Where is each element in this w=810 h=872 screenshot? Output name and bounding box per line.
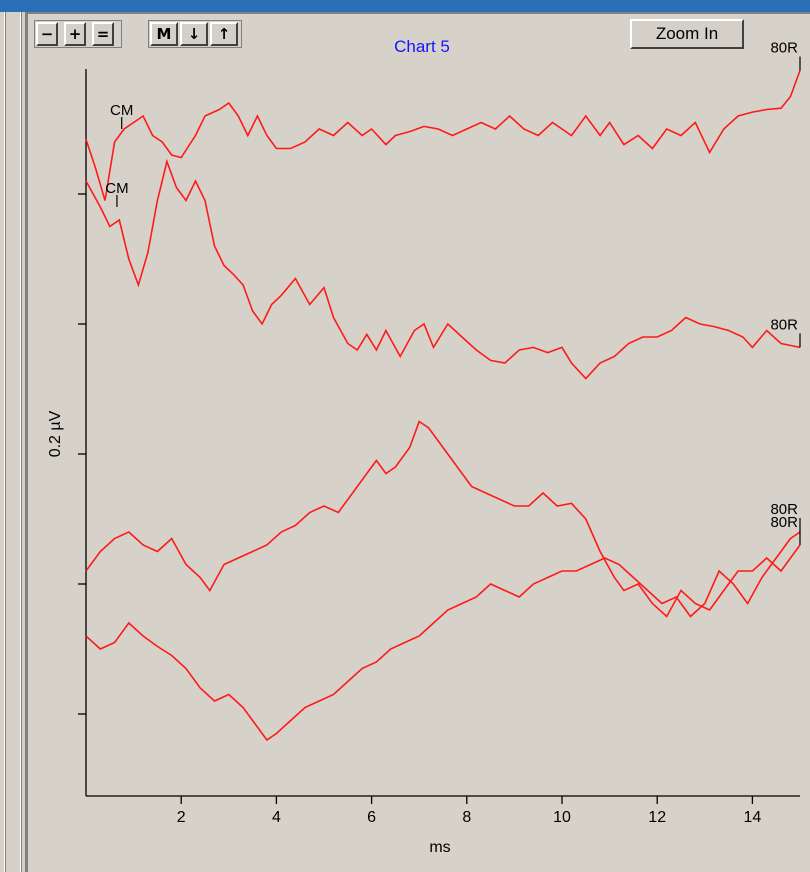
x-tick-label: 4 xyxy=(272,809,281,826)
zoom-in-button[interactable]: Zoom In xyxy=(630,19,744,49)
equals-button[interactable]: = xyxy=(92,22,114,46)
x-tick-label: 8 xyxy=(462,809,471,826)
y-axis-label: 0.2 µV xyxy=(47,410,64,457)
x-tick-label: 2 xyxy=(177,809,186,826)
marker-group: CM CM xyxy=(105,102,133,207)
trace-line-3 xyxy=(85,420,801,618)
cm-marker-label: CM xyxy=(110,102,133,119)
x-tick-label: 12 xyxy=(648,809,666,826)
trace-line-1 xyxy=(85,70,801,201)
x-axis-ticks: 2 4 6 8 10 12 14 xyxy=(177,796,762,826)
x-tick-label: 6 xyxy=(367,809,376,826)
minus-button[interactable]: − xyxy=(36,22,58,46)
chart-title: Chart 5 xyxy=(394,37,450,56)
down-arrow-button[interactable]: ↓ xyxy=(180,22,208,46)
plus-button[interactable]: + xyxy=(64,22,86,46)
series-label-2: 80R xyxy=(770,316,798,333)
trace-line-4 xyxy=(85,531,801,742)
x-tick-label: 10 xyxy=(553,809,571,826)
mark-button[interactable]: M xyxy=(150,22,178,46)
up-arrow-button[interactable]: ↑ xyxy=(210,22,238,46)
zoom-step-group xyxy=(34,20,122,48)
cm-marker-label: CM xyxy=(105,180,128,197)
trace-group xyxy=(85,70,801,742)
chart-canvas: Chart 5 2 4 6 8 10 12 14 ms 0.2 µV 80R80R80R80… xyxy=(47,37,801,856)
series-label-4: 80R xyxy=(770,501,798,518)
left-sidebar xyxy=(0,12,26,872)
chart-panel: Chart 5 2 4 6 8 10 12 14 ms 0.2 µV 80R 80R 80R 80… xyxy=(26,12,810,872)
series-label-1: 80R xyxy=(770,40,798,57)
trace-line-2 xyxy=(85,158,801,380)
y-axis-ticks xyxy=(78,193,86,715)
series-label-3: 80R xyxy=(770,514,798,531)
marker-tool-group xyxy=(148,20,242,48)
x-tick-label: 14 xyxy=(744,809,762,826)
x-axis-label: ms xyxy=(429,839,450,856)
